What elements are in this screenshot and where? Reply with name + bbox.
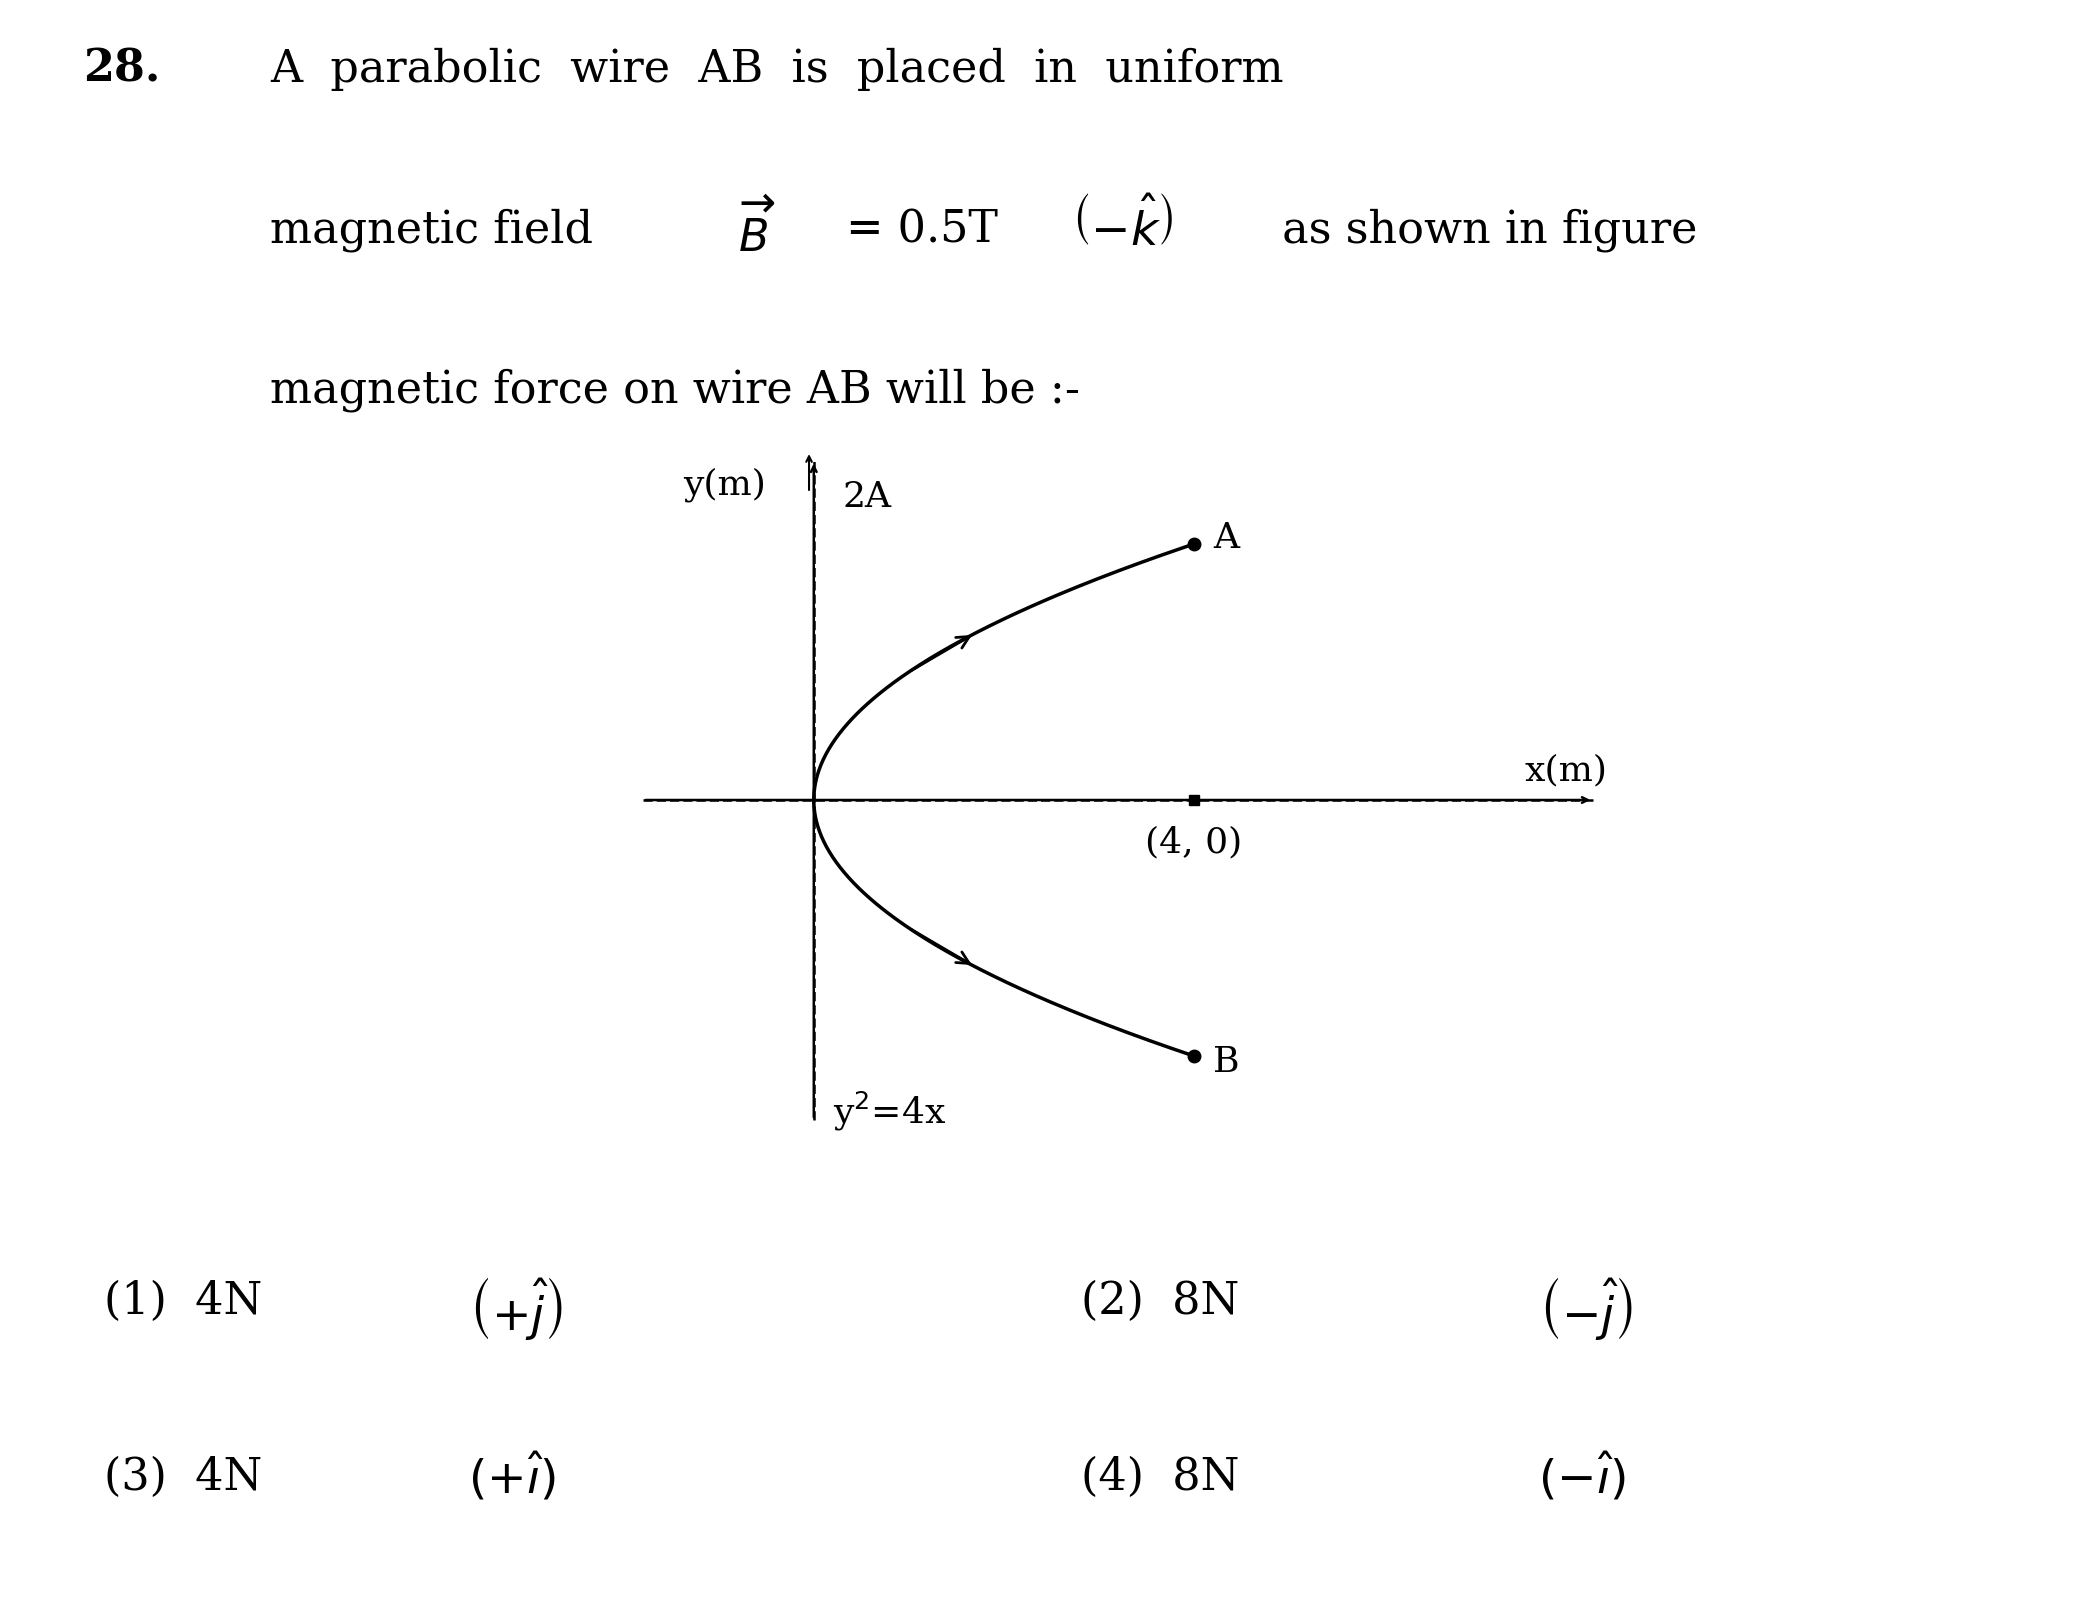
Text: A  parabolic  wire  AB  is  placed  in  uniform: A parabolic wire AB is placed in uniform	[270, 48, 1285, 91]
Text: A: A	[1212, 520, 1239, 555]
Text: x(m): x(m)	[1524, 754, 1607, 787]
Text: 2A: 2A	[842, 480, 892, 514]
Text: magnetic field: magnetic field	[270, 208, 607, 251]
Text: $\left(+\hat{j}\right)$: $\left(+\hat{j}\right)$	[468, 1275, 561, 1342]
Text: (2)  8N: (2) 8N	[1081, 1280, 1254, 1323]
Text: $\left(-\hat{j}\right)$: $\left(-\hat{j}\right)$	[1538, 1275, 1632, 1342]
Text: B: B	[1212, 1045, 1239, 1080]
Text: (1)  4N: (1) 4N	[104, 1280, 277, 1323]
Text: y(m): y(m)	[684, 467, 767, 502]
Text: $\left(+\hat{\imath}\right)$: $\left(+\hat{\imath}\right)$	[468, 1451, 555, 1504]
Text: = 0.5T: = 0.5T	[832, 208, 1012, 251]
Text: magnetic force on wire AB will be :-: magnetic force on wire AB will be :-	[270, 368, 1081, 411]
Text: $\left(-\hat{\imath}\right)$: $\left(-\hat{\imath}\right)$	[1538, 1451, 1626, 1504]
Text: (3)  4N: (3) 4N	[104, 1456, 277, 1499]
Text: (4, 0): (4, 0)	[1146, 826, 1243, 859]
Text: as shown in figure: as shown in figure	[1268, 208, 1699, 251]
Text: (4)  8N: (4) 8N	[1081, 1456, 1254, 1499]
Text: $\left(-\hat{k}\right)$: $\left(-\hat{k}\right)$	[1071, 200, 1173, 256]
Text: 28.: 28.	[83, 48, 160, 91]
Text: y$^2$=4x: y$^2$=4x	[834, 1090, 946, 1133]
Text: $\overrightarrow{B}$: $\overrightarrow{B}$	[738, 200, 775, 261]
